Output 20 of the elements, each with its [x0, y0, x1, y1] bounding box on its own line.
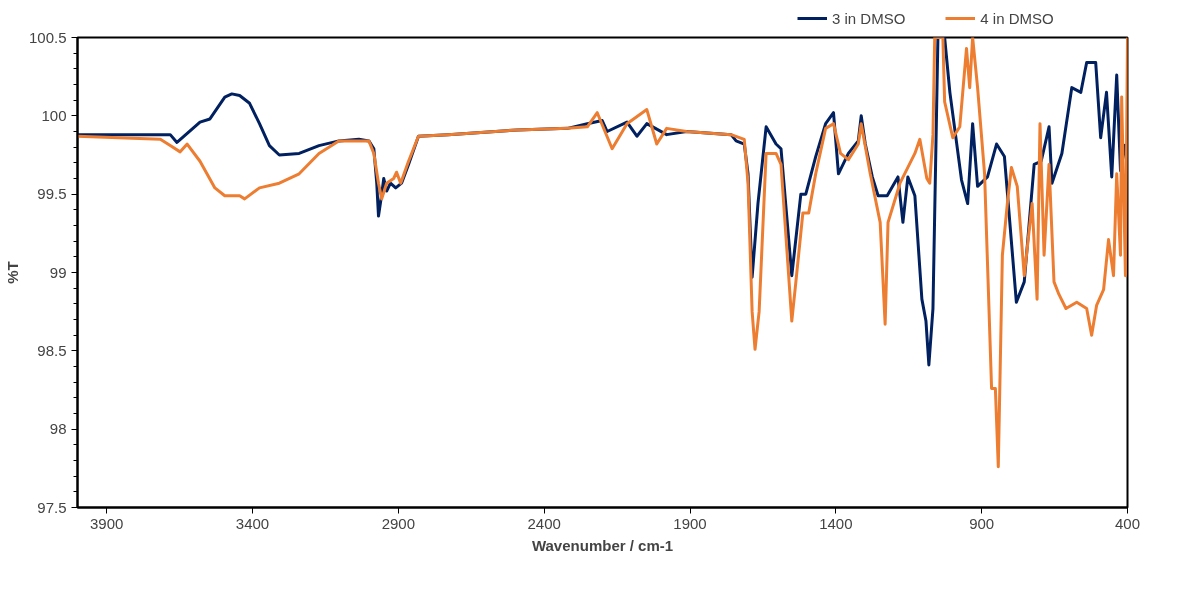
- x-axis-title: Wavenumber / cm-1: [531, 536, 674, 554]
- line-series: [77, 37, 1128, 469]
- x-tick-label: 2900: [381, 514, 416, 532]
- y-tick-label: 100: [41, 106, 67, 124]
- x-tick-label: 900: [969, 514, 995, 532]
- y-tick-label: 99.5: [37, 185, 67, 203]
- legend-label: 4 in DMSO: [980, 9, 1054, 27]
- y-tick-label: 99: [49, 263, 67, 281]
- y-tick-label: 98: [49, 420, 67, 438]
- y-axis-title: %T: [3, 261, 21, 284]
- x-tick-label: 3900: [89, 514, 124, 532]
- legend-label: 3 in DMSO: [832, 9, 906, 27]
- y-tick-label: 98.5: [37, 341, 67, 359]
- x-tick-label: 1400: [819, 514, 853, 532]
- x-tick-label: 400: [1114, 514, 1141, 532]
- x-tick-label: 2400: [527, 514, 561, 532]
- x-tick-label: 1900: [673, 514, 707, 532]
- x-tick-label: 3400: [235, 514, 270, 532]
- y-tick-label: 100.5: [28, 28, 67, 46]
- y-tick-label: 97.5: [37, 498, 67, 516]
